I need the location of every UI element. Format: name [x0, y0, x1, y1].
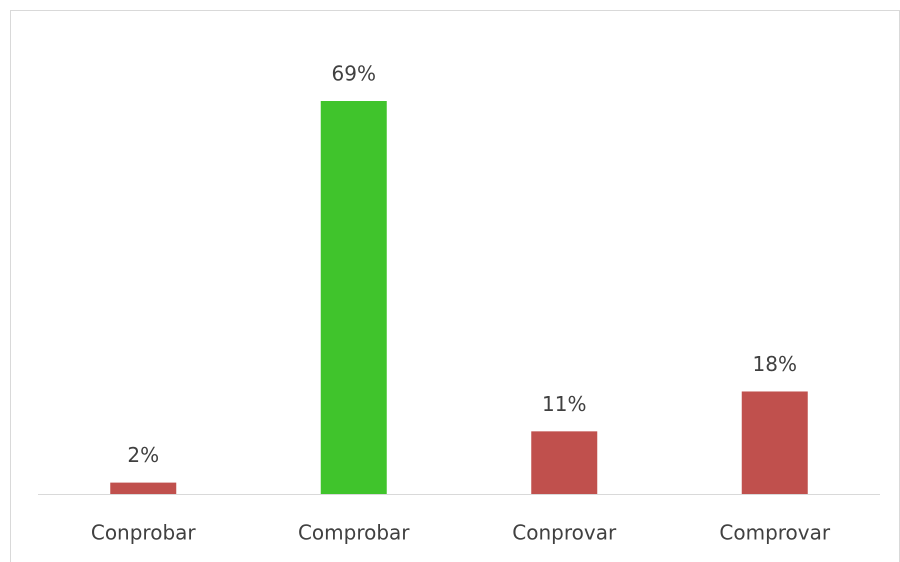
x-tick-label: Comprovar — [719, 521, 830, 545]
data-label: 2% — [127, 443, 159, 467]
data-label: 11% — [542, 392, 586, 416]
bar — [110, 482, 177, 494]
bar — [320, 101, 387, 494]
x-tick-label: Conprovar — [512, 521, 617, 545]
bar — [531, 431, 598, 494]
x-tick-label: Comprobar — [298, 521, 410, 545]
x-tick-label: Conprobar — [91, 521, 197, 545]
data-label: 18% — [753, 352, 797, 376]
bar — [741, 391, 808, 494]
data-label: 69% — [332, 62, 376, 86]
